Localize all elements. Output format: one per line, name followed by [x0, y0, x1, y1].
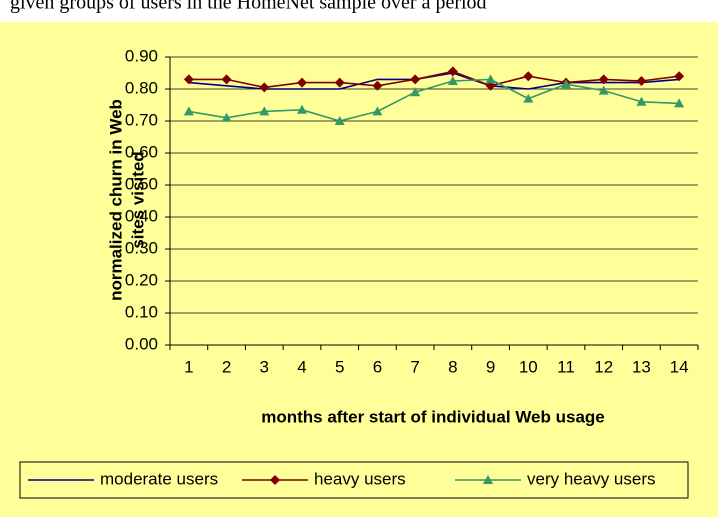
y-tick-label: 0.30	[125, 238, 158, 257]
marker	[485, 74, 496, 84]
y-tick-label: 0.60	[125, 142, 158, 161]
x-tick-label: 9	[486, 357, 495, 376]
y-tick-label: 0.80	[125, 78, 158, 97]
y-axis-label: sites visited	[128, 151, 147, 248]
marker	[297, 77, 307, 88]
y-tick-label: 0.50	[125, 174, 158, 193]
x-tick-label: 8	[448, 357, 457, 376]
x-tick-label: 2	[222, 357, 231, 376]
caption: given groups of users in the HomeNet sam…	[10, 0, 487, 14]
marker	[259, 82, 270, 93]
marker	[221, 112, 232, 122]
marker	[447, 76, 458, 85]
marker	[636, 96, 647, 106]
marker	[561, 79, 571, 89]
chart-area	[0, 22, 718, 517]
marker	[598, 85, 609, 95]
y-tick-label: 0.20	[125, 270, 158, 289]
legend-label: heavy users	[314, 469, 406, 488]
series-line	[188, 70, 680, 89]
marker	[297, 104, 307, 114]
marker	[372, 80, 383, 91]
marker	[674, 71, 685, 82]
marker	[410, 87, 421, 97]
marker	[270, 475, 280, 485]
marker	[410, 74, 421, 85]
x-tick-label: 4	[297, 357, 306, 376]
marker	[447, 66, 458, 77]
x-tick-label: 7	[410, 357, 419, 376]
x-tick-label: 12	[594, 357, 613, 376]
series-line	[188, 78, 680, 122]
y-axis-label: normalized churn in Web	[106, 99, 125, 301]
x-tick-label: 1	[184, 357, 193, 376]
marker	[183, 74, 194, 85]
marker	[221, 74, 232, 85]
marker	[636, 76, 647, 86]
x-tick-label: 3	[260, 357, 269, 376]
marker	[259, 106, 270, 116]
marker	[523, 71, 534, 82]
y-tick-label: 0.70	[125, 110, 158, 129]
marker	[334, 116, 345, 125]
y-tick-label: 0.00	[125, 334, 158, 353]
marker	[483, 475, 493, 484]
x-tick-label: 14	[670, 357, 689, 376]
marker	[372, 106, 383, 116]
x-axis-label: months after start of individual Web usa…	[261, 407, 605, 426]
y-tick-label: 0.90	[125, 46, 158, 65]
marker	[523, 93, 534, 103]
legend	[19, 461, 689, 499]
legend-label: moderate users	[100, 469, 218, 488]
x-tick-label: 11	[557, 357, 575, 376]
marker	[334, 77, 345, 88]
marker	[674, 98, 685, 108]
x-tick-label: 13	[632, 357, 651, 376]
legend-label: very heavy users	[527, 469, 656, 488]
y-tick-label: 0.10	[125, 302, 158, 321]
x-tick-label: 5	[335, 357, 344, 376]
x-tick-label: 6	[373, 357, 382, 376]
y-tick-label: 0.40	[125, 206, 158, 225]
x-tick-label: 10	[519, 357, 538, 376]
marker	[598, 74, 609, 85]
marker	[183, 106, 194, 116]
